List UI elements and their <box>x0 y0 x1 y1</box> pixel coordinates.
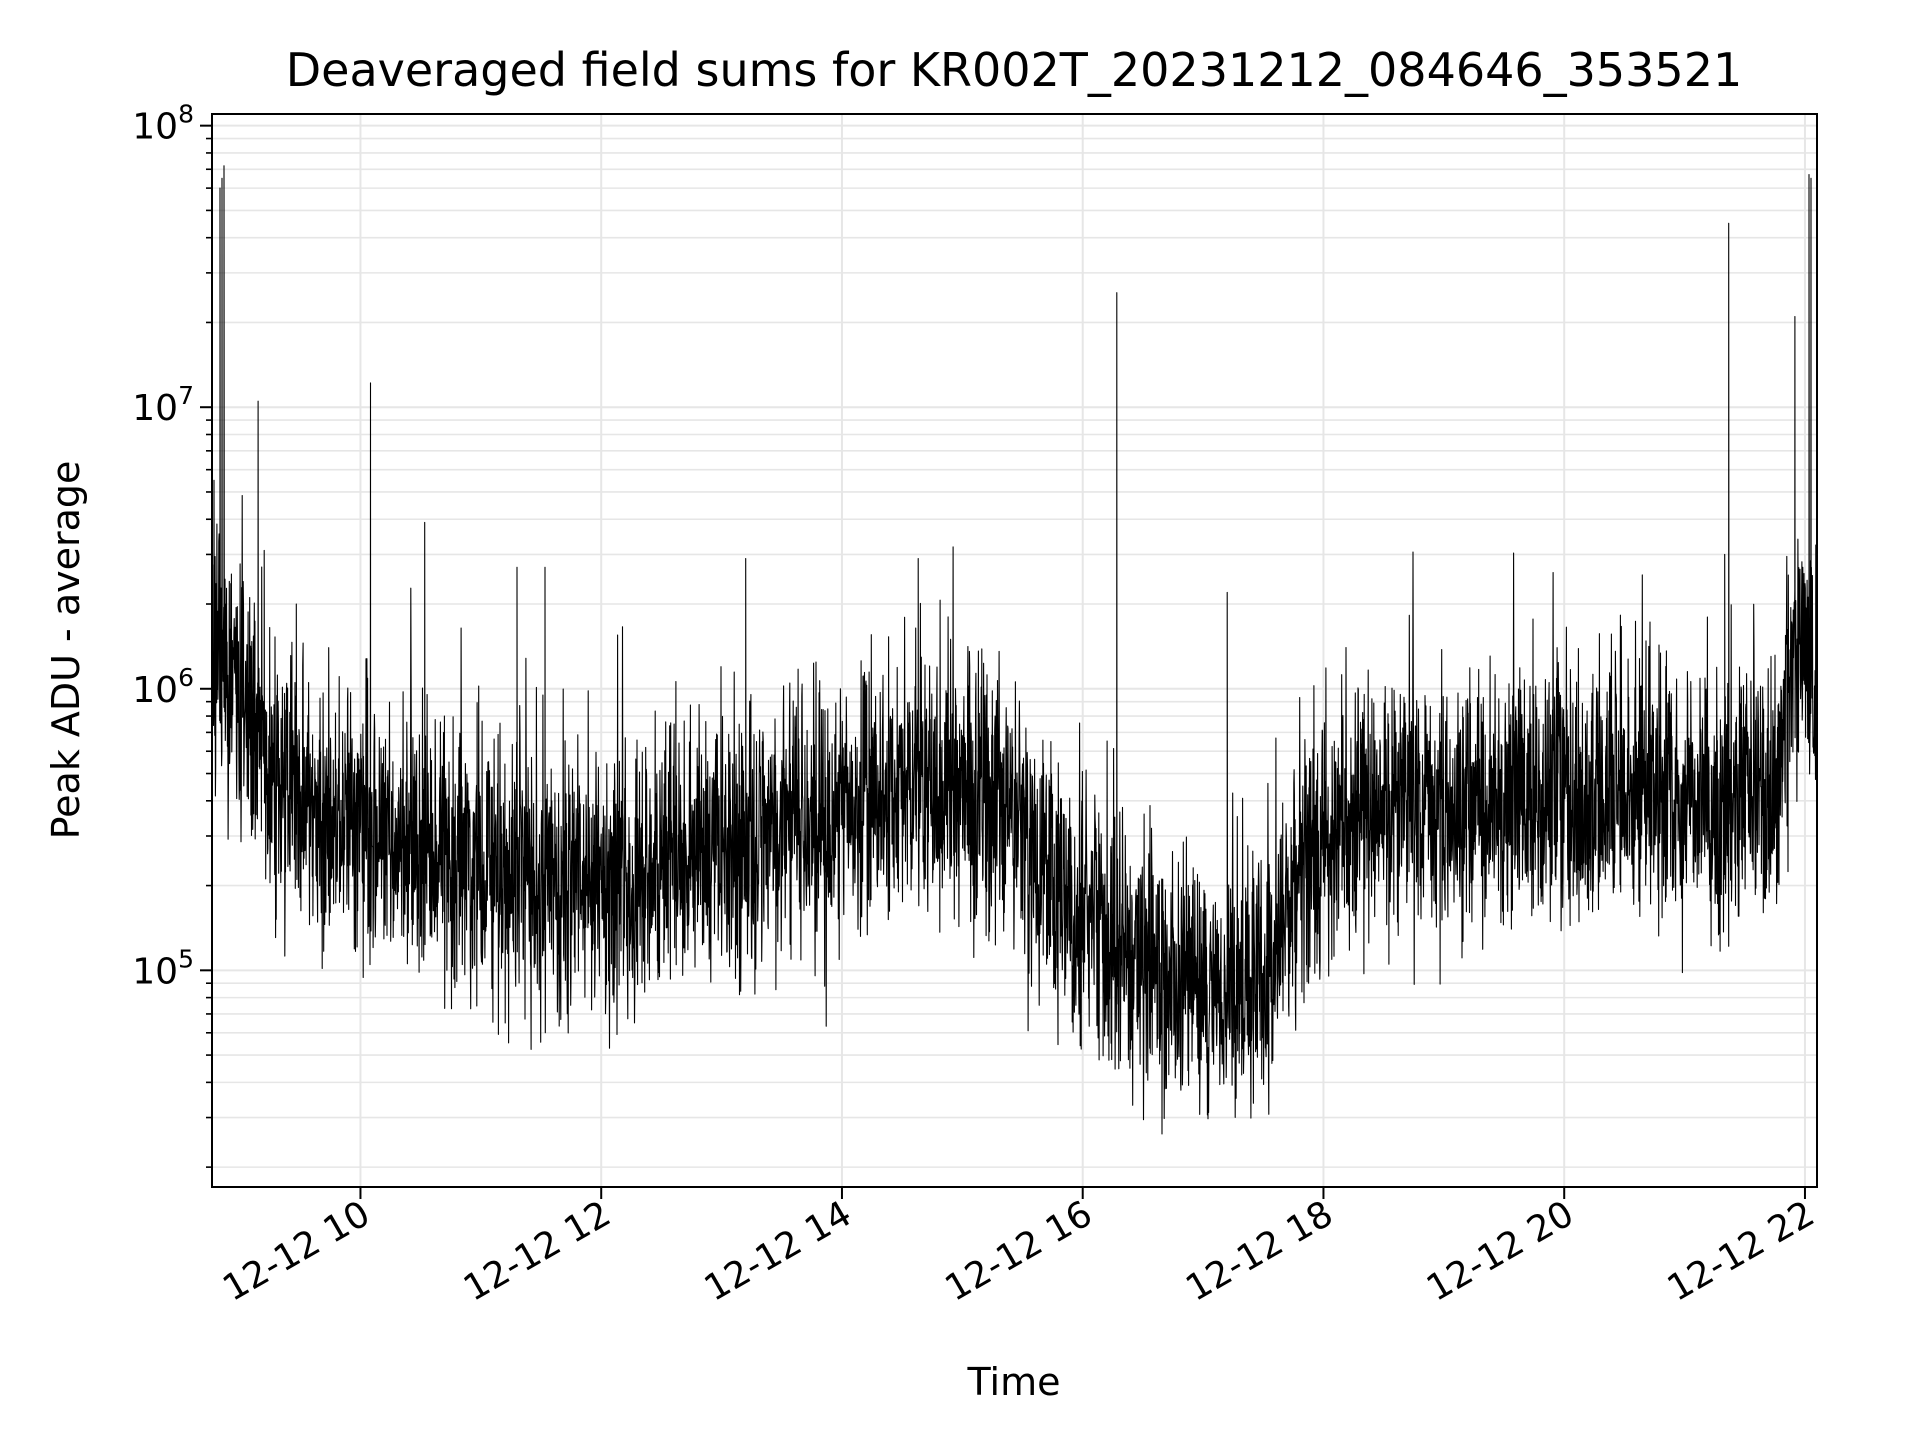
y-tick-label: 106 <box>132 663 194 711</box>
y-tick-label: 105 <box>132 944 194 992</box>
plot-frame <box>211 113 1818 1188</box>
y-axis: 105 106 107 108 <box>132 100 212 1168</box>
x-axis-label: Time <box>967 1360 1061 1404</box>
chart-title: Deaveraged field sums for KR002T_2023121… <box>286 43 1742 97</box>
y-tick-label: 108 <box>132 100 194 148</box>
series-line <box>211 165 1818 1135</box>
y-tick-label: 107 <box>132 381 194 429</box>
data-series <box>211 165 1818 1135</box>
y-axis-label: Peak ADU - average <box>44 461 88 840</box>
